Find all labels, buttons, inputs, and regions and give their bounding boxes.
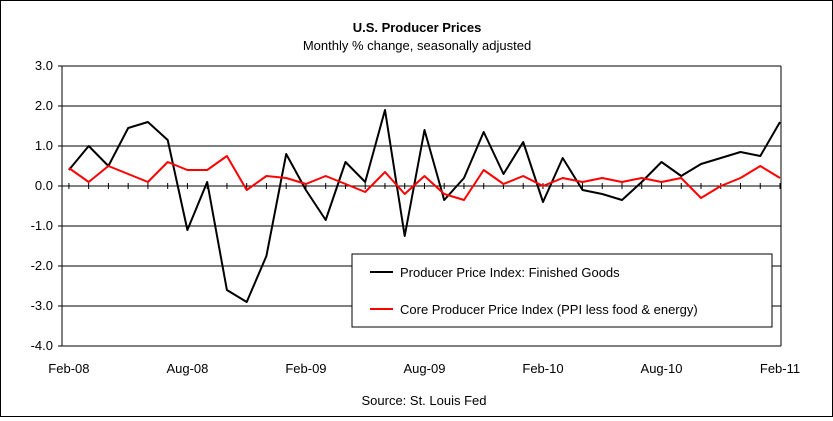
y-tick-label: 1.0 bbox=[35, 138, 53, 153]
x-tick-label: Aug-08 bbox=[166, 361, 208, 376]
x-tick-label: Feb-10 bbox=[522, 361, 563, 376]
y-tick-label: -1.0 bbox=[31, 218, 53, 233]
y-tick-label: -3.0 bbox=[31, 298, 53, 313]
x-tick-label: Feb-08 bbox=[48, 361, 89, 376]
series-lines bbox=[68, 109, 781, 303]
series-line-ppi-finished-goods bbox=[68, 109, 781, 303]
axes: 3.0 2.0 1.0 0.0 -1.0 -2.0 -3.0 -4.0 Feb-08 Aug-08… bbox=[31, 58, 801, 376]
y-tick-label: -2.0 bbox=[31, 258, 53, 273]
legend-box bbox=[351, 253, 773, 328]
legend-label-core-ppi: Core Producer Price Index (PPI less food… bbox=[400, 302, 698, 317]
legend-label-ppi-finished-goods: Producer Price Index: Finished Goods bbox=[400, 265, 620, 280]
chart-title: U.S. Producer Prices bbox=[353, 20, 482, 35]
y-tick-label: 0.0 bbox=[35, 178, 53, 193]
x-tick-label: Feb-09 bbox=[285, 361, 326, 376]
y-tick-label: -4.0 bbox=[31, 338, 53, 353]
legend: Producer Price Index: Finished Goods Cor… bbox=[351, 253, 773, 328]
x-tick-label: Aug-10 bbox=[641, 361, 683, 376]
source-note: Source: St. Louis Fed bbox=[361, 393, 486, 408]
series-line-core-ppi bbox=[68, 155, 781, 201]
x-tick-label: Feb-11 bbox=[760, 361, 800, 376]
x-tick-label: Aug-09 bbox=[404, 361, 446, 376]
chart-subtitle: Monthly % change, seasonally adjusted bbox=[303, 38, 531, 53]
y-tick-label: 3.0 bbox=[35, 58, 53, 73]
y-tick-label: 2.0 bbox=[35, 98, 53, 113]
